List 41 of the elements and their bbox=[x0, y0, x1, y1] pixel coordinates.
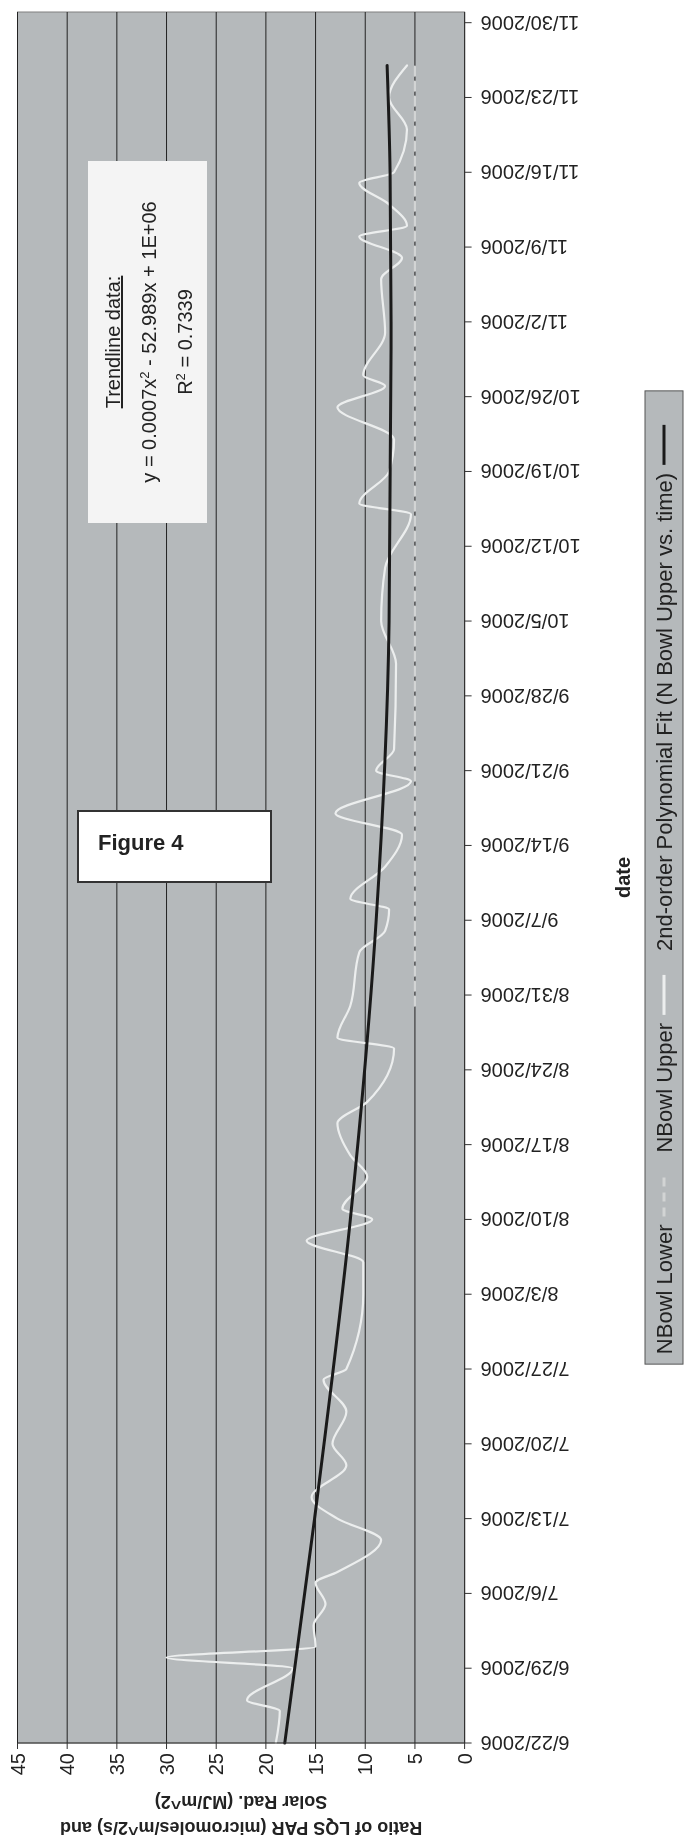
x-tick-label: 25 bbox=[205, 1753, 228, 1776]
y-tick-label: 7/6/2006 bbox=[480, 1582, 559, 1605]
x-tick-label: 10 bbox=[354, 1753, 377, 1776]
y-tick-label: 8/24/2006 bbox=[480, 1058, 570, 1081]
legend-label: NBowl Upper bbox=[652, 1022, 677, 1153]
y-tick-label: 9/28/2006 bbox=[480, 684, 570, 707]
y-tick-label: 7/13/2006 bbox=[480, 1507, 570, 1530]
y-tick-label: 6/29/2006 bbox=[480, 1657, 570, 1680]
y-tick-label: 8/10/2006 bbox=[480, 1208, 570, 1231]
y-tick-label: 9/21/2006 bbox=[480, 759, 570, 782]
y-tick-label: 7/27/2006 bbox=[480, 1358, 570, 1381]
y-tick-label: 10/12/2006 bbox=[480, 535, 581, 558]
legend-label: NBowl Lower bbox=[652, 1224, 677, 1355]
x-tick-label: 5 bbox=[403, 1753, 426, 1765]
y-tick-label: 11/23/2006 bbox=[480, 86, 580, 109]
y-tick-label: 11/30/2006 bbox=[480, 11, 580, 34]
y-tick-label: 10/26/2006 bbox=[480, 385, 581, 408]
y-tick-label: 10/5/2006 bbox=[480, 610, 570, 633]
y-tick-label: 11/9/2006 bbox=[480, 236, 569, 259]
y-tick-label: 11/2/2006 bbox=[480, 310, 569, 333]
x-tick-label: 45 bbox=[6, 1753, 29, 1776]
y-tick-label: 7/20/2006 bbox=[480, 1432, 570, 1455]
x-tick-label: 35 bbox=[105, 1753, 128, 1776]
x-tick-label: 30 bbox=[155, 1753, 178, 1776]
y-tick-label: 10/19/2006 bbox=[480, 460, 581, 483]
y-tick-label: 8/31/2006 bbox=[480, 984, 570, 1007]
x-tick-label: 15 bbox=[304, 1753, 327, 1776]
y-tick-label: 9/14/2006 bbox=[480, 834, 570, 857]
x-tick-label: 40 bbox=[56, 1753, 79, 1776]
y-tick-label: 8/17/2006 bbox=[480, 1133, 570, 1156]
x-tick-label: 0 bbox=[453, 1753, 476, 1765]
y-tick-label: 11/16/2006 bbox=[480, 161, 580, 184]
y-axis-title: date bbox=[612, 856, 634, 899]
legend-label: 2nd-order Polynomial Fit (N Bowl Upper vs. time) bbox=[652, 472, 677, 951]
y-tick-label: 6/22/2006 bbox=[480, 1732, 570, 1754]
annotation: Figure 4 bbox=[98, 830, 185, 855]
x-tick-label: 20 bbox=[254, 1753, 277, 1776]
annotation: Trendline data: bbox=[102, 275, 124, 409]
y-tick-label: 8/3/2006 bbox=[480, 1283, 559, 1306]
x-axis-title: Ratio of LQS PAR (micromoles/m^2/s) and Solar Rad. (MJ/m^2) bbox=[59, 1792, 423, 1838]
y-tick-label: 9/7/2006 bbox=[480, 909, 559, 932]
